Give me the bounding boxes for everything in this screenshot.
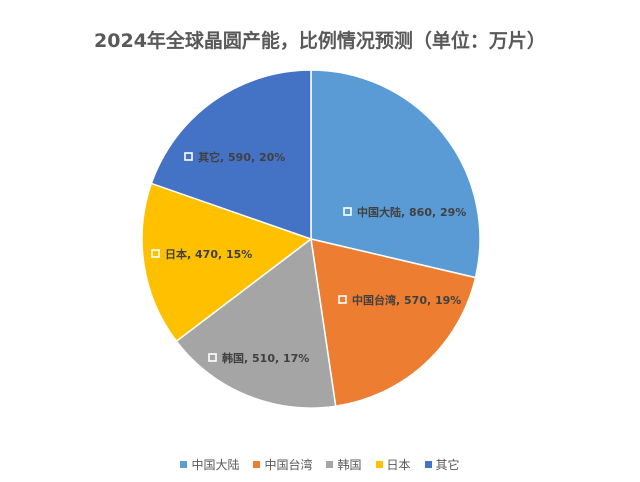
legend-swatch	[253, 461, 261, 468]
label-marker	[343, 207, 352, 216]
legend-item: 韩国	[326, 456, 362, 473]
slice-data-label: 其它, 590, 20%	[184, 150, 285, 164]
pie-slice	[310, 238, 477, 408]
label-marker	[184, 152, 193, 161]
legend-swatch	[424, 461, 432, 468]
chart-title: 2024年全球晶圆产能，比例情况预测（单位：万片）	[94, 30, 546, 52]
legend-item: 日本	[375, 456, 411, 473]
slice-label-text: 中国大陆, 860, 29%	[357, 205, 466, 219]
label-marker	[338, 295, 347, 304]
slice-data-label: 中国台湾, 570, 19%	[338, 293, 461, 307]
slice-label-text: 其它, 590, 20%	[198, 150, 285, 164]
label-marker	[208, 353, 217, 362]
pie-slice	[141, 182, 313, 343]
pie-slice	[150, 69, 312, 241]
slice-label-text: 日本, 470, 15%	[165, 247, 252, 261]
legend-label: 其它	[435, 458, 460, 472]
pie-slices	[141, 69, 481, 409]
label-marker	[151, 249, 160, 258]
legend-label: 中国大陆	[191, 458, 240, 472]
chart-legend: 中国大陆 中国台湾 韩国 日本 其它	[0, 456, 640, 473]
legend-label: 韩国	[337, 458, 362, 472]
legend-swatch	[180, 461, 188, 468]
legend-label: 日本	[386, 458, 411, 472]
slice-label-text: 韩国, 510, 17%	[222, 351, 309, 365]
slice-data-label: 日本, 470, 15%	[151, 247, 252, 261]
legend-item: 其它	[424, 456, 460, 473]
slice-data-label: 中国大陆, 860, 29%	[343, 205, 466, 219]
pie-labels: 中国大陆, 860, 29% 中国台湾, 570, 19% 韩国, 510, 17%…	[151, 150, 466, 365]
slice-label-text: 中国台湾, 570, 19%	[352, 293, 461, 307]
legend-item: 中国台湾	[253, 456, 312, 473]
pie-slice	[310, 69, 481, 279]
legend-item: 中国大陆	[180, 456, 239, 473]
legend-label: 中国台湾	[264, 458, 313, 472]
legend-swatch	[375, 461, 383, 468]
legend-swatch	[326, 461, 334, 468]
pie-slice	[175, 237, 337, 409]
slice-data-label: 韩国, 510, 17%	[208, 351, 309, 365]
